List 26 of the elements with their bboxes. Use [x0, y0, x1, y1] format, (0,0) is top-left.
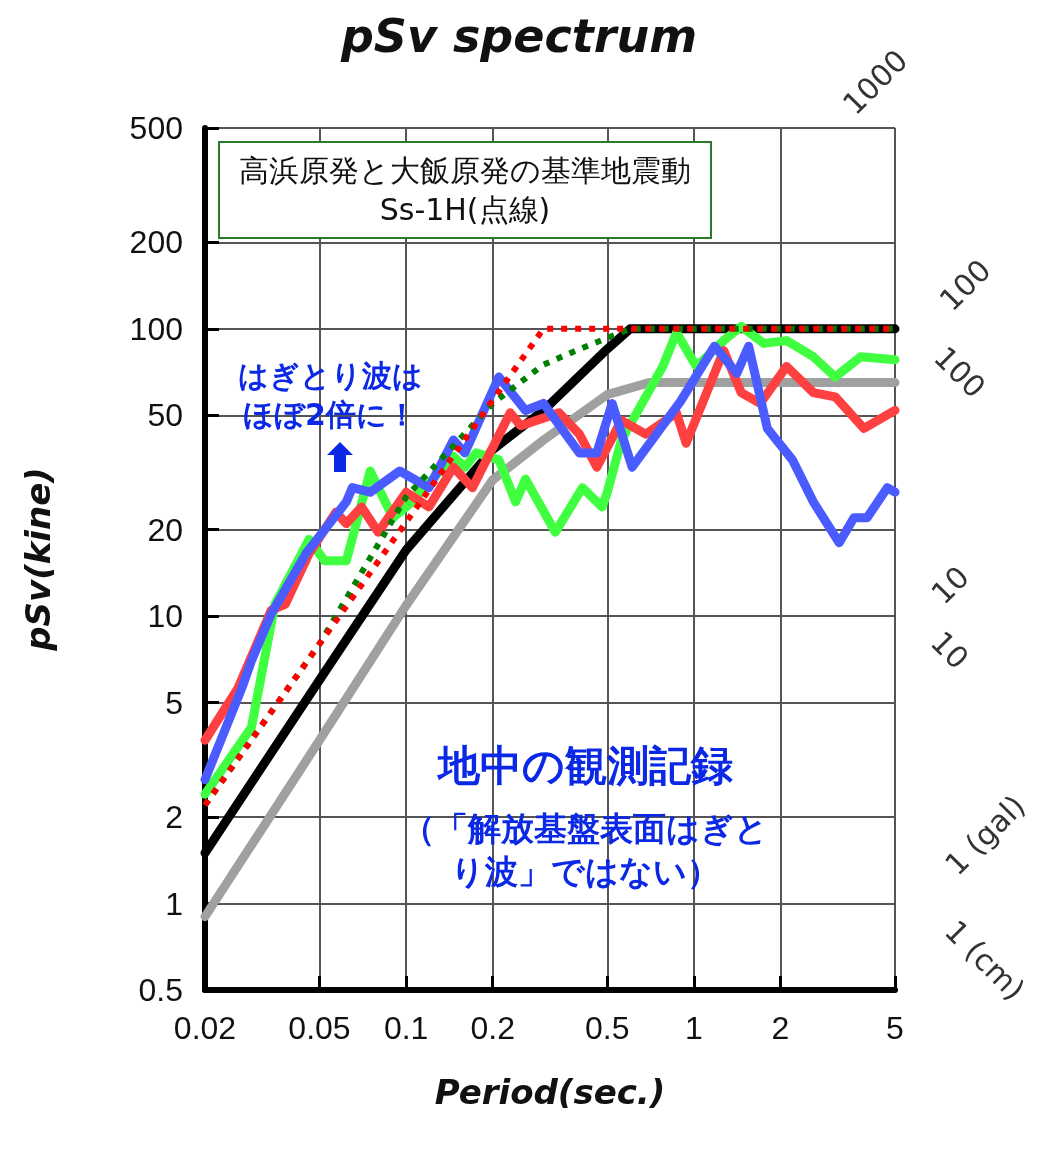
x-tick-label: 2: [771, 1010, 790, 1046]
y-tick-label: 20: [147, 511, 183, 548]
y-tick-label: 50: [147, 397, 183, 434]
y-tick-label: 500: [129, 110, 183, 146]
text: 100: [932, 252, 998, 318]
x-tick-label: 0.1: [383, 1010, 429, 1046]
y-tick-label: 100: [129, 310, 183, 347]
y-tick-label: 5: [165, 684, 183, 721]
x-tick-label: 0.2: [470, 1010, 515, 1046]
text: 10: [924, 624, 976, 676]
y-axis-title: pSv(kine): [18, 467, 58, 652]
y-tick-label: 1: [165, 885, 183, 922]
text: 10: [924, 559, 976, 611]
x-tick-label: 1: [684, 1010, 703, 1046]
y-tick-label: 0.5: [138, 972, 183, 1008]
x-tick-label: 0.05: [288, 1010, 351, 1046]
x-tick-label: 5: [886, 1010, 904, 1046]
y-tick-label: 10: [147, 598, 183, 635]
text: 100: [927, 339, 993, 405]
y-tick-label: 2: [165, 799, 183, 836]
annotation: 高浜原発と大飯原発の基準地震動Ss-1H(点線): [239, 153, 691, 227]
x-tick-label: 0.02: [173, 1010, 237, 1046]
x-tick-label: 0.5: [585, 1010, 630, 1046]
y-tick-label: 200: [129, 224, 183, 261]
chart-title: pSv spectrum: [339, 9, 698, 63]
x-axis-title: Period(sec.): [434, 1072, 666, 1112]
